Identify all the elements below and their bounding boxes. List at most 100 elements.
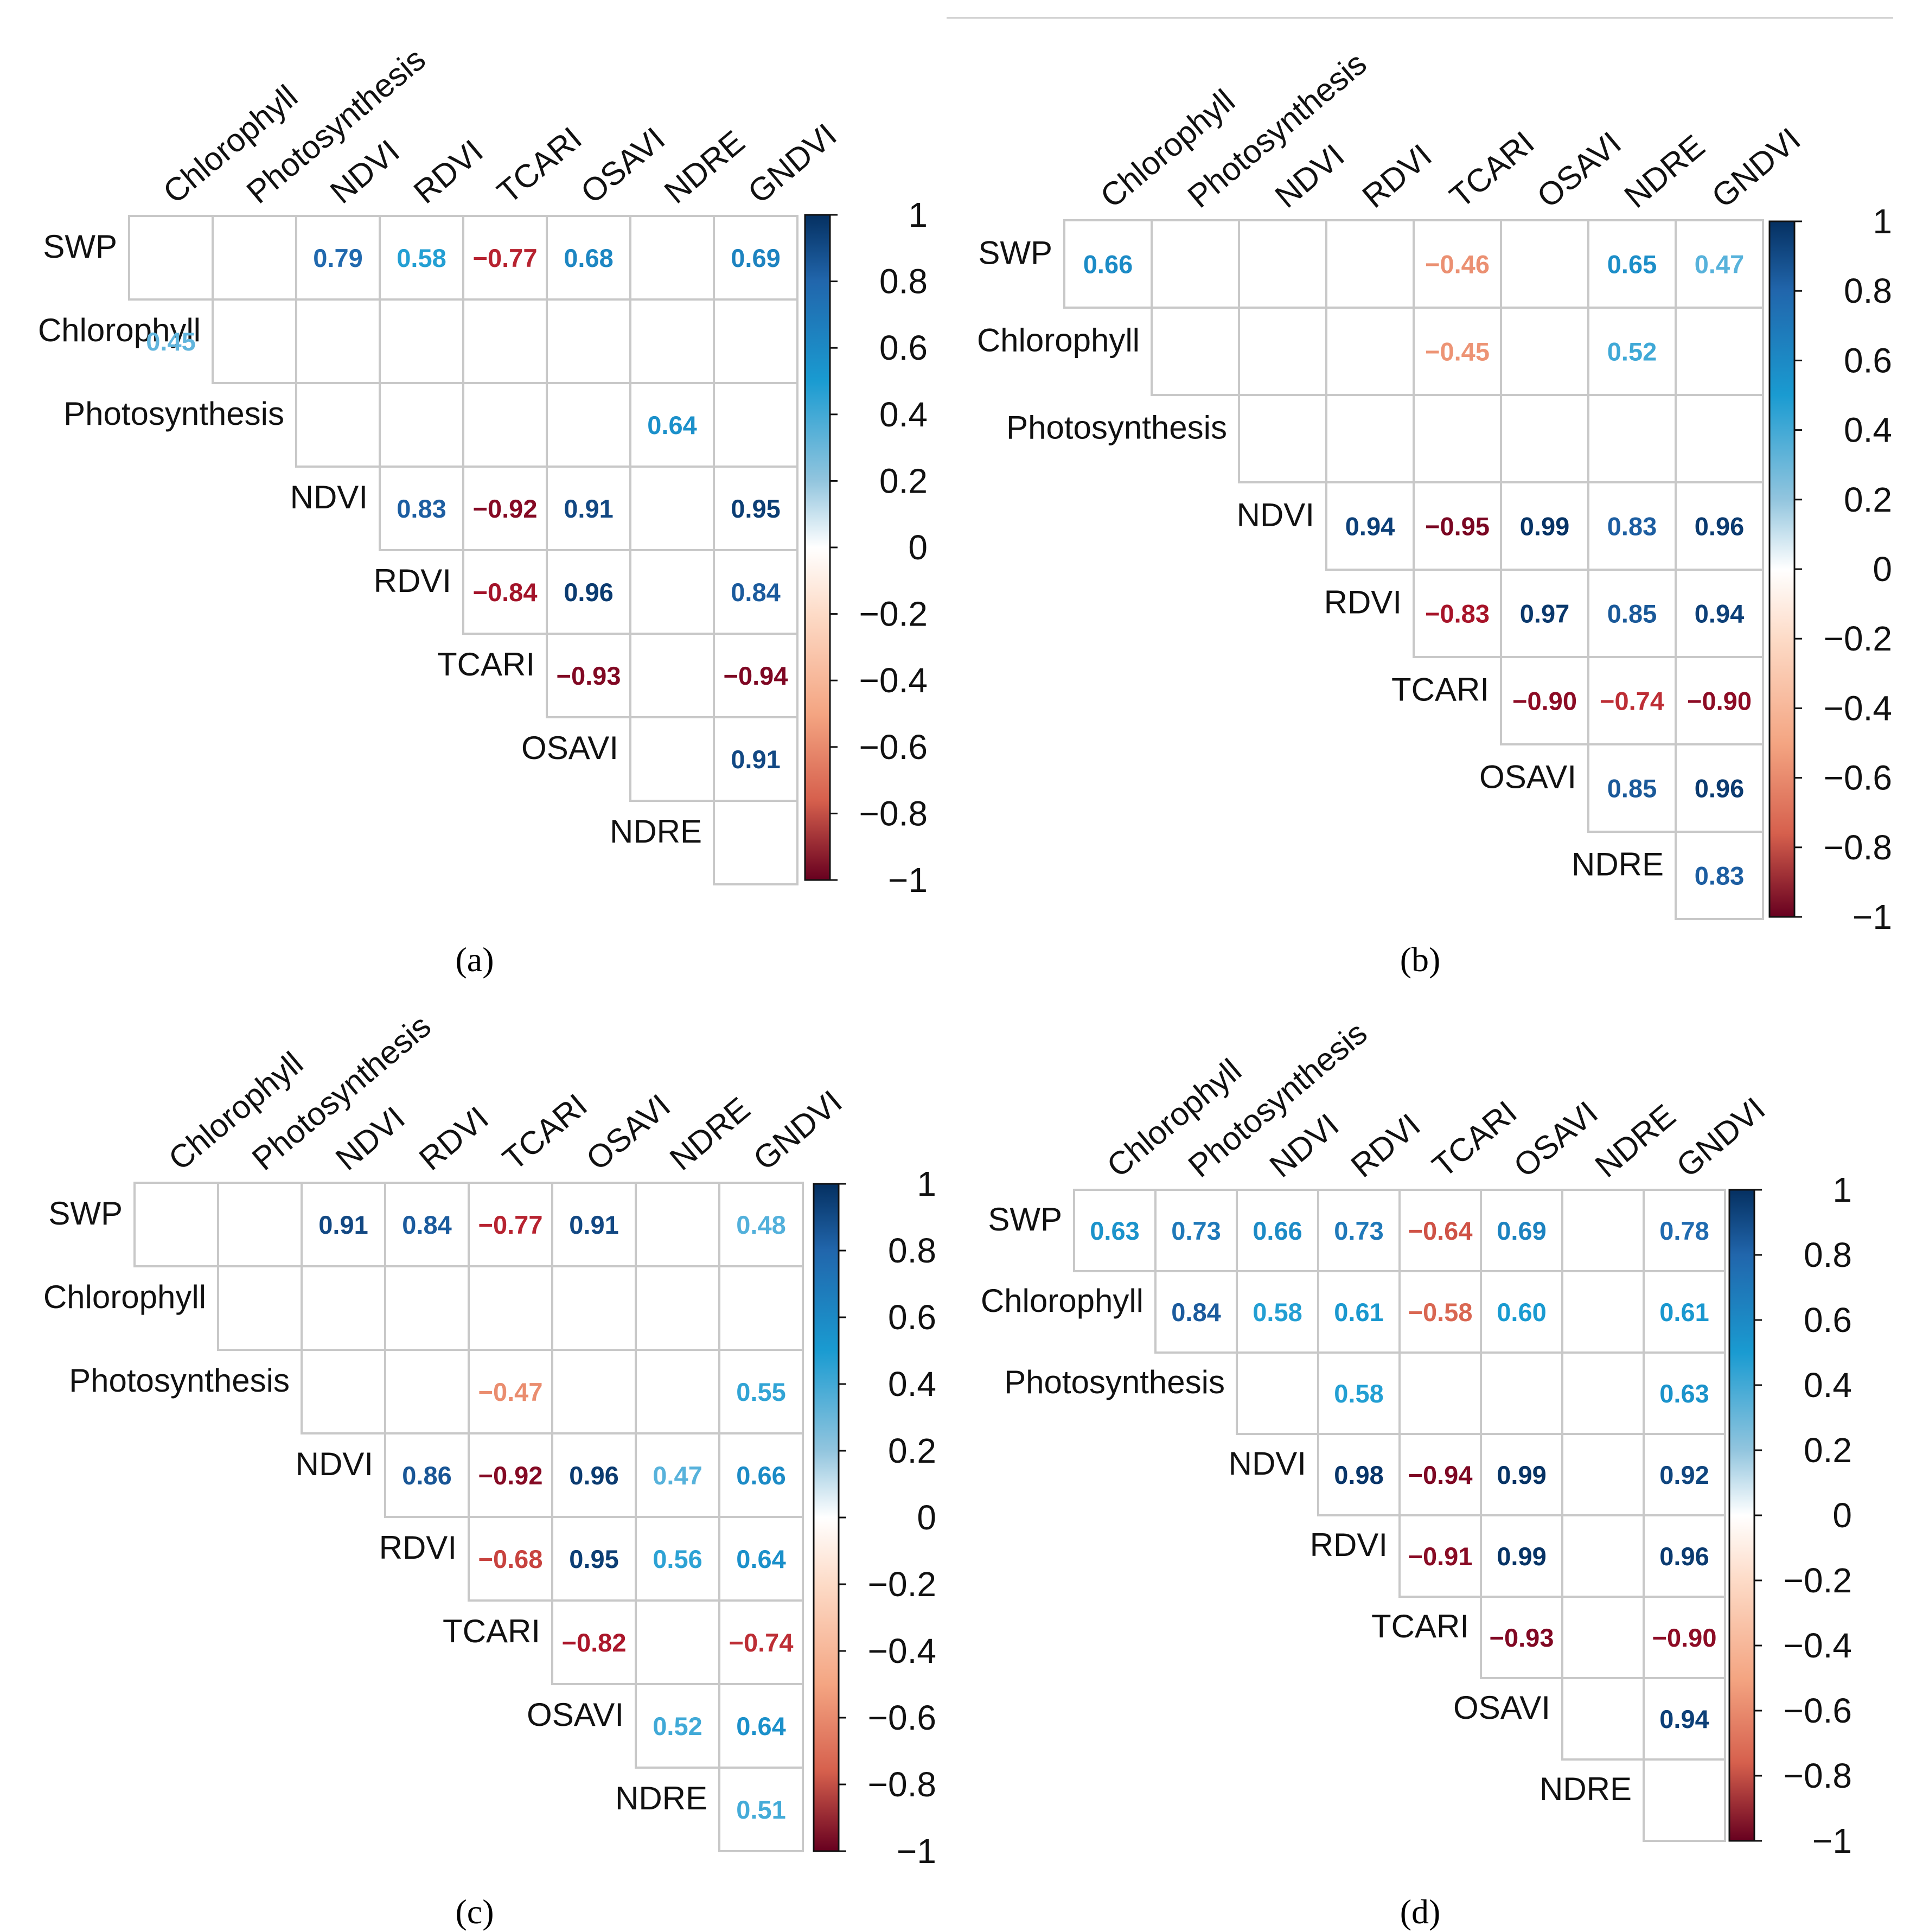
grid-cell	[1643, 1189, 1726, 1272]
correlation-value: 0.58	[397, 244, 446, 272]
row-label-ndvi: NDVI	[1229, 1445, 1306, 1482]
correlation-value: −0.94	[724, 661, 788, 690]
grid-cell	[1587, 743, 1677, 833]
grid-cell	[546, 382, 631, 468]
correlation-value: 0.66	[1253, 1216, 1302, 1245]
grid-cell	[1154, 1270, 1238, 1354]
grid-cell	[1643, 1758, 1726, 1842]
correlation-value: 0.55	[736, 1378, 785, 1406]
correlation-value: −0.46	[1425, 250, 1490, 279]
grid-cell	[462, 549, 548, 635]
grid-cell	[1675, 831, 1764, 920]
correlation-value: 0.98	[1334, 1461, 1383, 1489]
grid-cell	[635, 1349, 720, 1434]
grid-cell	[1500, 307, 1589, 396]
colorbar	[1728, 1189, 1755, 1842]
row-label-ndvi: NDVI	[290, 479, 368, 515]
column-label-ndre: NDRE	[663, 1090, 757, 1177]
correlation-value: 0.84	[402, 1210, 451, 1239]
correlation-value: 0.91	[569, 1210, 618, 1239]
column-label-gndvi: GNDVI	[1705, 120, 1807, 214]
grid-cell	[629, 215, 715, 301]
correlation-value: 0.52	[653, 1712, 702, 1740]
grid-cell	[468, 1432, 553, 1518]
correlation-value: −0.92	[473, 494, 538, 523]
grid-cell	[1500, 219, 1589, 309]
correlation-value: 0.66	[1083, 250, 1133, 279]
grid-cell	[1587, 656, 1677, 745]
colorbar-tick-label: −1	[897, 1832, 936, 1871]
grid-cell	[379, 215, 464, 301]
colorbar-tick-label: 1	[917, 1164, 936, 1203]
colorbar-tick-label: −1	[888, 860, 928, 900]
grid-cell	[301, 1182, 386, 1267]
grid-cell	[1675, 307, 1764, 396]
grid-cell	[1325, 307, 1415, 396]
correlation-value: 0.68	[564, 244, 613, 272]
row-label-rdvi: RDVI	[1324, 584, 1402, 621]
row-label-rdvi: RDVI	[1310, 1527, 1388, 1563]
column-label-gndvi: GNDVI	[741, 116, 844, 210]
correlation-value: −0.74	[1600, 687, 1664, 716]
row-label-rdvi: RDVI	[379, 1529, 457, 1566]
row-label-osavi: OSAVI	[521, 730, 618, 766]
colorbar	[813, 1183, 840, 1852]
grid-cell	[629, 298, 715, 384]
column-label-tcari: TCARI	[496, 1087, 594, 1177]
grid-cell	[468, 1182, 553, 1267]
panel-label: (b)	[1400, 940, 1441, 979]
grid-cell	[1063, 219, 1153, 309]
correlation-value: 0.99	[1497, 1542, 1546, 1571]
correlation-value: 0.73	[1171, 1216, 1221, 1245]
colorbar-tick-label: 0.8	[888, 1231, 936, 1270]
grid-cell	[1325, 394, 1415, 483]
correlation-value: −0.58	[1408, 1298, 1473, 1327]
correlation-value: 0.73	[1334, 1216, 1383, 1245]
grid-cell	[718, 1265, 804, 1351]
column-label-rdvi: RDVI	[412, 1099, 495, 1177]
grid-cell	[1413, 307, 1502, 396]
grid-cell	[295, 298, 381, 384]
grid-cell	[1480, 1596, 1563, 1679]
grid-cell	[635, 1683, 720, 1769]
correlation-value: 0.94	[1345, 512, 1395, 541]
correlation-value: −0.92	[478, 1461, 543, 1490]
correlation-value: 0.51	[736, 1795, 785, 1824]
row-label-ndre: NDRE	[615, 1780, 707, 1816]
row-label-chlorophyll: Chlorophyll	[38, 312, 201, 348]
colorbar	[1768, 220, 1796, 918]
grid-cell	[1675, 656, 1764, 745]
grid-cell	[635, 1599, 720, 1685]
row-label-ndvi: NDVI	[296, 1446, 373, 1482]
correlation-value: 0.64	[647, 411, 697, 439]
correlation-value: 0.95	[731, 494, 780, 523]
correlation-value: 0.96	[1695, 512, 1744, 541]
row-label-photosynthesis: Photosynthesis	[69, 1362, 290, 1399]
colorbar-tick-label: −0.6	[859, 728, 928, 767]
colorbar-tick-label: 0	[1873, 550, 1892, 589]
colorbar-tick-label: −1	[1852, 897, 1892, 936]
grid-cell	[546, 633, 631, 718]
correlation-value: 0.64	[736, 1545, 785, 1573]
correlation-value: −0.90	[1687, 687, 1752, 716]
grid-cell	[1413, 569, 1502, 658]
colorbar-tick-label: −0.4	[1784, 1626, 1852, 1665]
colorbar	[804, 214, 831, 881]
column-label-ndre: NDRE	[1618, 127, 1711, 215]
column-label-osavi: OSAVI	[574, 120, 672, 211]
row-label-osavi: OSAVI	[1453, 1689, 1550, 1726]
correlation-value: 0.45	[146, 327, 195, 356]
grid-cell	[713, 298, 799, 384]
correlation-value: −0.68	[478, 1545, 543, 1573]
row-label-ndre: NDRE	[1572, 846, 1664, 883]
grid-cell	[1561, 1270, 1645, 1354]
grid-cell	[629, 716, 715, 802]
correlation-value: −0.93	[557, 661, 621, 690]
grid-cell	[212, 215, 297, 301]
row-label-tcari: TCARI	[443, 1613, 540, 1649]
grid-cell	[1413, 394, 1502, 483]
correlation-value: 0.64	[736, 1712, 785, 1740]
grid-cell	[713, 215, 799, 301]
correlation-value: 0.96	[564, 578, 613, 607]
